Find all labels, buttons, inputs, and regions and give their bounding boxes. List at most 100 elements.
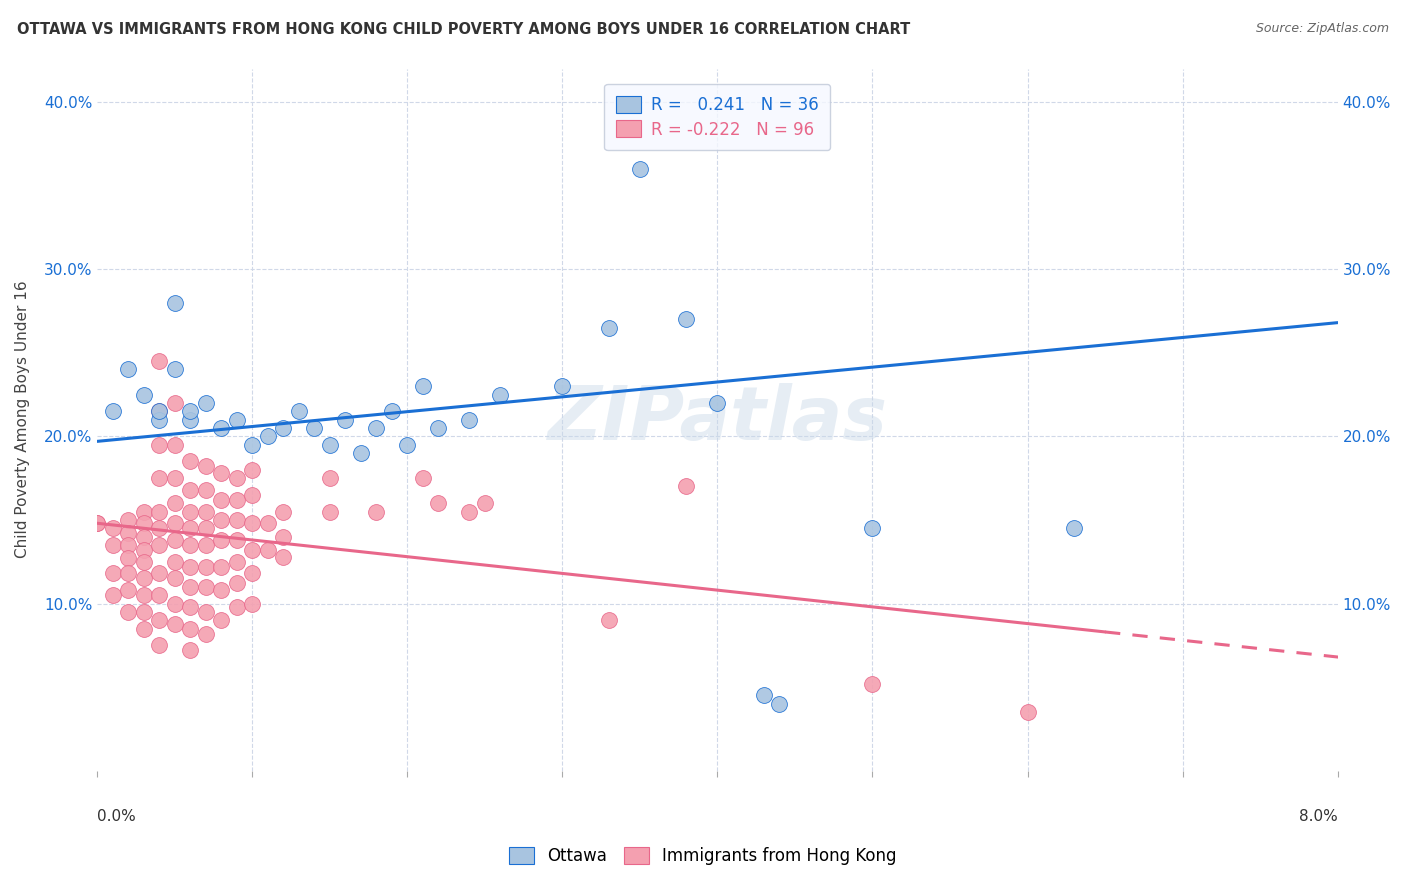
Point	[225, 513, 247, 527]
Point	[862, 521, 884, 535]
Point	[240, 597, 263, 611]
Point	[209, 559, 232, 574]
Text: 8.0%: 8.0%	[1299, 809, 1337, 824]
Point	[598, 613, 620, 627]
Text: 0.0%: 0.0%	[97, 809, 136, 824]
Point	[288, 404, 311, 418]
Point	[148, 505, 170, 519]
Point	[271, 505, 294, 519]
Point	[240, 463, 263, 477]
Point	[209, 613, 232, 627]
Point	[194, 483, 217, 497]
Point	[240, 438, 263, 452]
Point	[489, 387, 512, 401]
Legend: R =   0.241   N = 36, R = -0.222   N = 96: R = 0.241 N = 36, R = -0.222 N = 96	[605, 84, 831, 150]
Point	[148, 566, 170, 581]
Point	[117, 538, 139, 552]
Point	[101, 404, 124, 418]
Point	[179, 412, 201, 426]
Point	[117, 526, 139, 541]
Point	[350, 446, 373, 460]
Point	[163, 396, 186, 410]
Point	[117, 583, 139, 598]
Point	[179, 521, 201, 535]
Point	[194, 521, 217, 535]
Point	[86, 516, 108, 531]
Point	[117, 513, 139, 527]
Point	[304, 421, 326, 435]
Point	[163, 533, 186, 547]
Point	[179, 643, 201, 657]
Point	[427, 421, 450, 435]
Point	[381, 404, 404, 418]
Point	[194, 626, 217, 640]
Text: ZIPatlas: ZIPatlas	[547, 383, 887, 456]
Point	[163, 362, 186, 376]
Point	[706, 396, 728, 410]
Point	[132, 622, 155, 636]
Point	[458, 505, 481, 519]
Point	[225, 412, 247, 426]
Point	[240, 543, 263, 558]
Point	[225, 471, 247, 485]
Point	[117, 551, 139, 566]
Point	[1017, 705, 1039, 719]
Point	[86, 516, 108, 531]
Point	[179, 622, 201, 636]
Text: OTTAWA VS IMMIGRANTS FROM HONG KONG CHILD POVERTY AMONG BOYS UNDER 16 CORRELATIO: OTTAWA VS IMMIGRANTS FROM HONG KONG CHIL…	[17, 22, 910, 37]
Point	[194, 580, 217, 594]
Point	[225, 533, 247, 547]
Point	[271, 549, 294, 564]
Point	[256, 429, 278, 443]
Point	[458, 412, 481, 426]
Point	[598, 320, 620, 334]
Point	[117, 566, 139, 581]
Point	[101, 521, 124, 535]
Point	[194, 396, 217, 410]
Point	[271, 421, 294, 435]
Y-axis label: Child Poverty Among Boys Under 16: Child Poverty Among Boys Under 16	[15, 281, 30, 558]
Point	[148, 438, 170, 452]
Point	[179, 538, 201, 552]
Point	[675, 312, 697, 326]
Point	[225, 576, 247, 591]
Point	[240, 566, 263, 581]
Point	[132, 516, 155, 531]
Point	[132, 505, 155, 519]
Point	[179, 580, 201, 594]
Point	[148, 638, 170, 652]
Point	[148, 412, 170, 426]
Point	[179, 599, 201, 614]
Point	[366, 505, 388, 519]
Point	[148, 404, 170, 418]
Point	[225, 492, 247, 507]
Point	[194, 559, 217, 574]
Point	[179, 559, 201, 574]
Point	[194, 459, 217, 474]
Point	[319, 438, 342, 452]
Point	[225, 555, 247, 569]
Point	[628, 161, 651, 176]
Point	[163, 516, 186, 531]
Point	[427, 496, 450, 510]
Point	[256, 543, 278, 558]
Point	[225, 599, 247, 614]
Point	[209, 421, 232, 435]
Point	[163, 471, 186, 485]
Point	[271, 530, 294, 544]
Point	[209, 466, 232, 480]
Point	[148, 588, 170, 602]
Point	[366, 421, 388, 435]
Point	[163, 571, 186, 585]
Point	[194, 605, 217, 619]
Point	[132, 543, 155, 558]
Text: Source: ZipAtlas.com: Source: ZipAtlas.com	[1256, 22, 1389, 36]
Point	[148, 521, 170, 535]
Point	[768, 697, 790, 711]
Point	[132, 555, 155, 569]
Point	[132, 605, 155, 619]
Point	[319, 505, 342, 519]
Point	[163, 616, 186, 631]
Point	[132, 530, 155, 544]
Point	[412, 471, 434, 485]
